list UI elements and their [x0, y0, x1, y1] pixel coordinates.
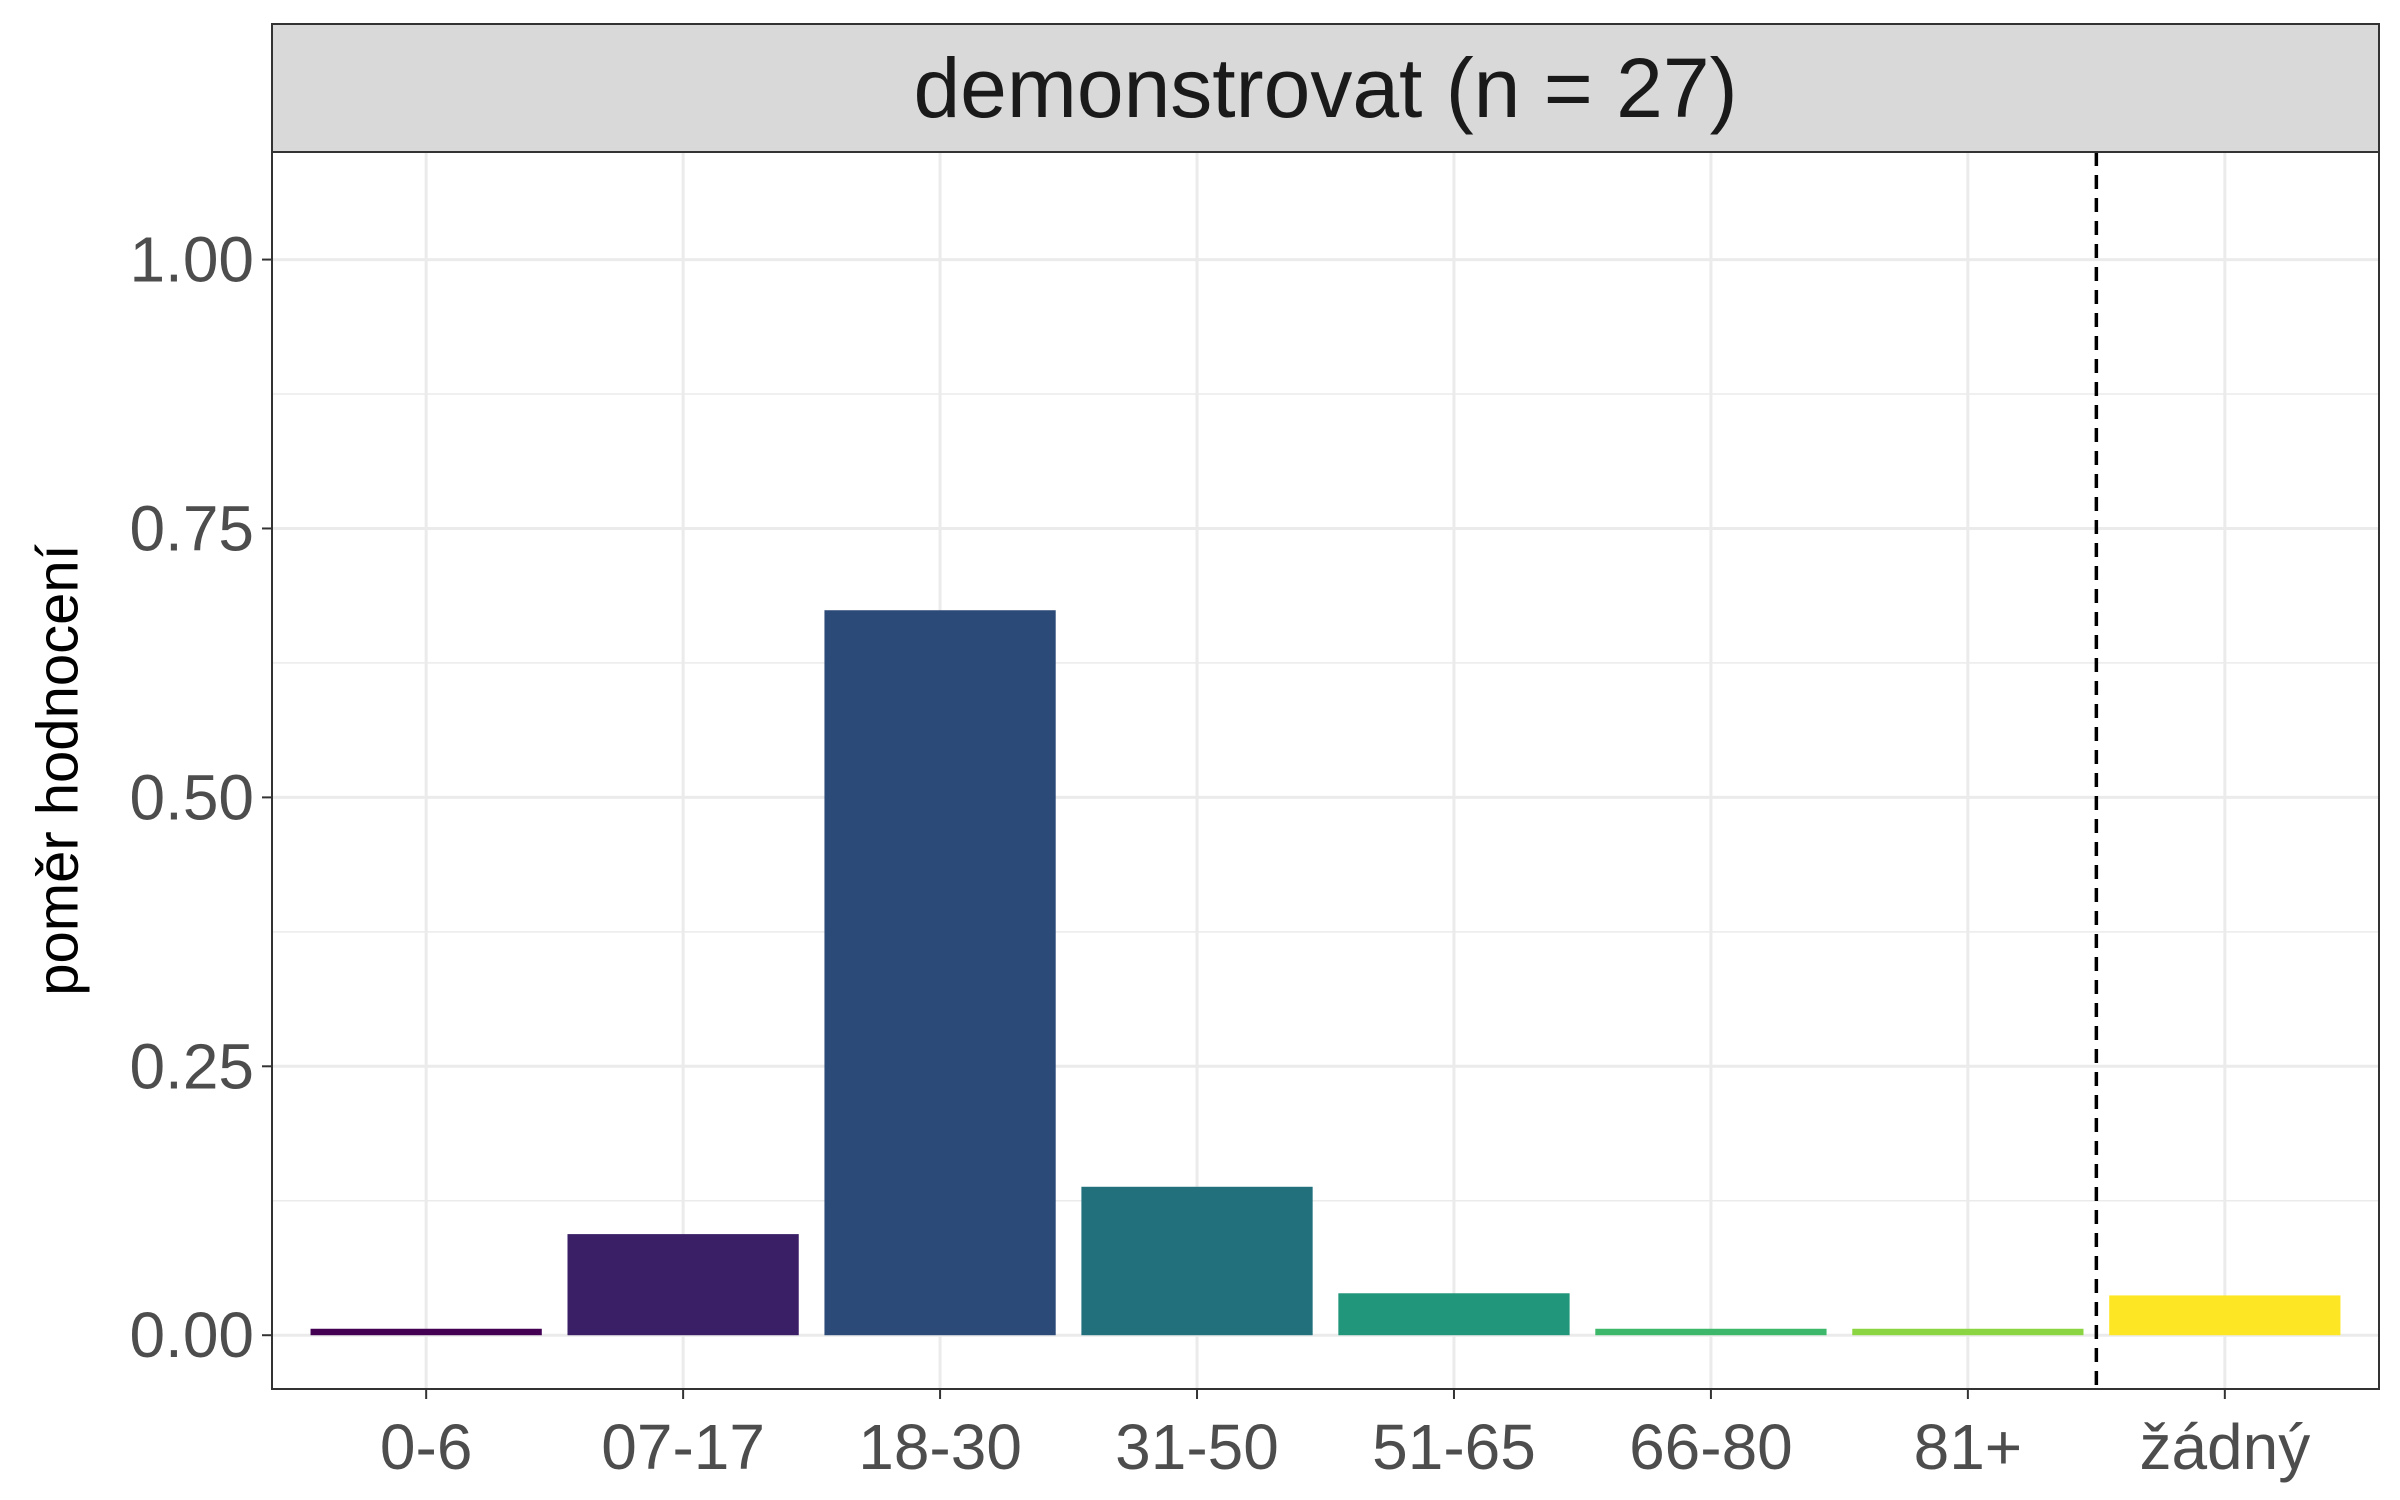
bar-66-80: [1595, 1328, 1827, 1336]
minor-gridlines: [272, 393, 2379, 1202]
x-tick-label: 31-50: [1115, 1411, 1279, 1483]
x-tick-label: 51-65: [1372, 1411, 1536, 1483]
bar-31-50: [1081, 1186, 1313, 1336]
facet-title: demonstrovat (n = 27): [913, 41, 1737, 135]
y-tick-label: 0.50: [129, 761, 254, 833]
x-axis: 0-6 07-17 18-30 31-50 51-65 66-80 81+ žádný: [380, 1389, 2310, 1483]
y-tick-label: 0.25: [129, 1030, 254, 1102]
y-tick-label: 0.75: [129, 492, 254, 564]
bar-51-65: [1338, 1293, 1570, 1336]
bar-81+: [1852, 1328, 2084, 1336]
bar-07-17: [567, 1234, 799, 1336]
plot-panel: [272, 152, 2379, 1389]
x-tick-label: 0-6: [380, 1411, 473, 1483]
y-axis: 0.00 0.25 0.50 0.75 1.00: [129, 224, 272, 1371]
x-tick-label: 18-30: [858, 1411, 1022, 1483]
bar-0-6: [310, 1328, 542, 1336]
facet-strip: [271, 23, 2380, 153]
bars: [310, 610, 2341, 1336]
x-tick-label: 66-80: [1629, 1411, 1793, 1483]
x-tick-label: 07-17: [601, 1411, 765, 1483]
y-tick-label: 0.00: [129, 1299, 254, 1371]
y-axis-title: poměr hodnocení: [26, 544, 91, 995]
bar-žádný: [2109, 1295, 2341, 1336]
x-tick-label: 81+: [1914, 1411, 2023, 1483]
x-tick-label: žádný: [2139, 1411, 2310, 1483]
bar-18-30: [824, 610, 1056, 1336]
major-gridlines: [272, 152, 2379, 1389]
y-tick-label: 1.00: [129, 224, 254, 296]
